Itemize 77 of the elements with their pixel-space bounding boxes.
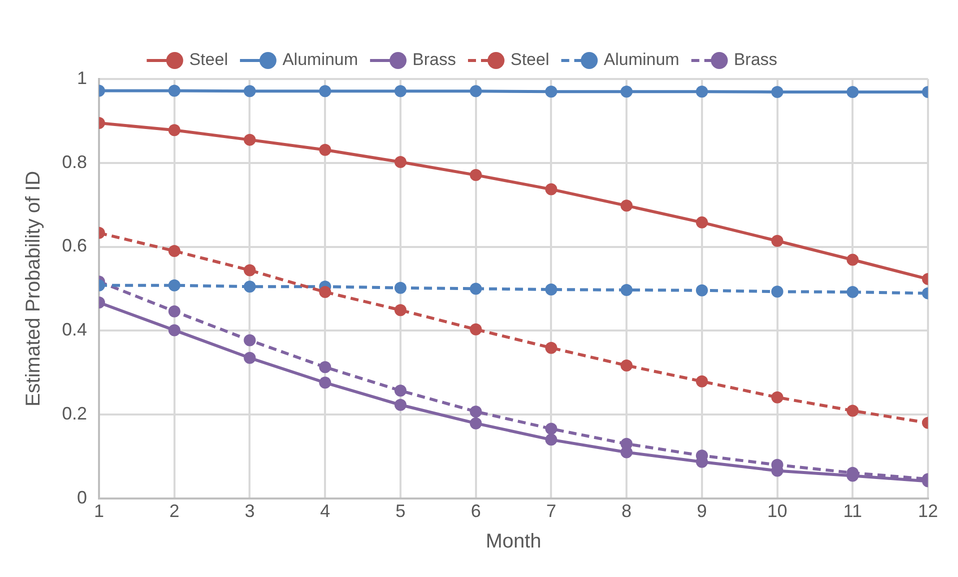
x-tick-label: 2 [169, 501, 180, 522]
point [168, 324, 180, 336]
point [319, 376, 332, 389]
point [545, 434, 558, 446]
point [319, 144, 332, 156]
point [319, 361, 332, 374]
point [545, 86, 558, 98]
point [394, 304, 406, 316]
point [168, 124, 180, 136]
point [771, 391, 784, 404]
point [545, 422, 558, 435]
y-tick-label: 0.8 [62, 152, 88, 172]
y-tick-label: 0.4 [62, 320, 88, 340]
point [168, 305, 180, 318]
x-tick-label: 12 [918, 501, 938, 522]
y-axis-title: Estimated Probability of ID [22, 170, 45, 407]
point [696, 375, 708, 388]
point [846, 86, 859, 98]
point [771, 234, 784, 247]
x-tick-label: 5 [395, 501, 406, 522]
point [470, 417, 482, 430]
y-tick-label: 0.2 [62, 403, 88, 424]
point [168, 279, 180, 292]
point [244, 134, 256, 146]
point [319, 286, 332, 298]
legend-label: Brass [412, 50, 456, 70]
point [620, 359, 633, 372]
point [244, 352, 256, 364]
point [696, 284, 708, 296]
point [696, 216, 708, 228]
legend-label: Brass [734, 50, 778, 70]
point [545, 342, 558, 354]
x-tick-label: 6 [470, 501, 481, 522]
legend-label: Aluminum [282, 50, 358, 70]
point [394, 156, 406, 168]
point [319, 85, 332, 98]
point [771, 286, 784, 298]
x-axis-title: Month [486, 530, 542, 553]
x-tick-label: 7 [546, 501, 556, 522]
point [846, 254, 859, 266]
point [545, 183, 558, 196]
legend-label: Steel [510, 50, 550, 70]
point [244, 334, 256, 346]
point [470, 169, 482, 182]
point [470, 85, 482, 98]
y-tick-label: 1 [77, 68, 88, 88]
point [545, 284, 558, 296]
point [394, 85, 406, 98]
point [620, 200, 633, 212]
y-tick-label: 0 [77, 487, 88, 508]
legend-label: Steel [189, 50, 228, 70]
point [394, 282, 406, 294]
point [771, 86, 784, 98]
point [244, 85, 256, 98]
x-tick-label: 1 [94, 501, 104, 522]
point [470, 282, 482, 295]
point [244, 264, 256, 276]
x-tick-label: 11 [843, 501, 862, 522]
point [470, 323, 482, 336]
x-tick-label: 8 [622, 501, 632, 522]
legend-label: Aluminum [604, 50, 680, 70]
x-tick-label: 3 [244, 501, 255, 522]
point [168, 84, 180, 97]
point [394, 398, 406, 411]
point [620, 284, 633, 296]
point [620, 86, 633, 98]
x-tick-label: 10 [767, 501, 788, 522]
y-tick-label: 0.6 [62, 236, 88, 256]
point [244, 280, 256, 293]
point [168, 244, 180, 257]
point [470, 406, 482, 418]
point [394, 384, 406, 397]
point [696, 86, 708, 98]
point [846, 286, 859, 298]
x-tick-label: 9 [696, 501, 707, 522]
x-tick-label: 4 [320, 501, 330, 522]
point [846, 404, 859, 417]
